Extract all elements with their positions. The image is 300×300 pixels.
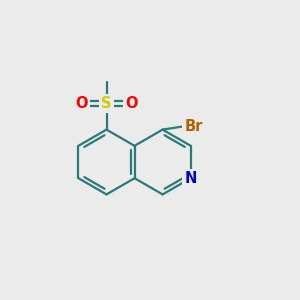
Text: Br: Br bbox=[184, 119, 203, 134]
Text: N: N bbox=[184, 171, 197, 186]
Text: O: O bbox=[125, 96, 138, 111]
Text: S: S bbox=[101, 96, 112, 111]
Text: O: O bbox=[75, 96, 88, 111]
